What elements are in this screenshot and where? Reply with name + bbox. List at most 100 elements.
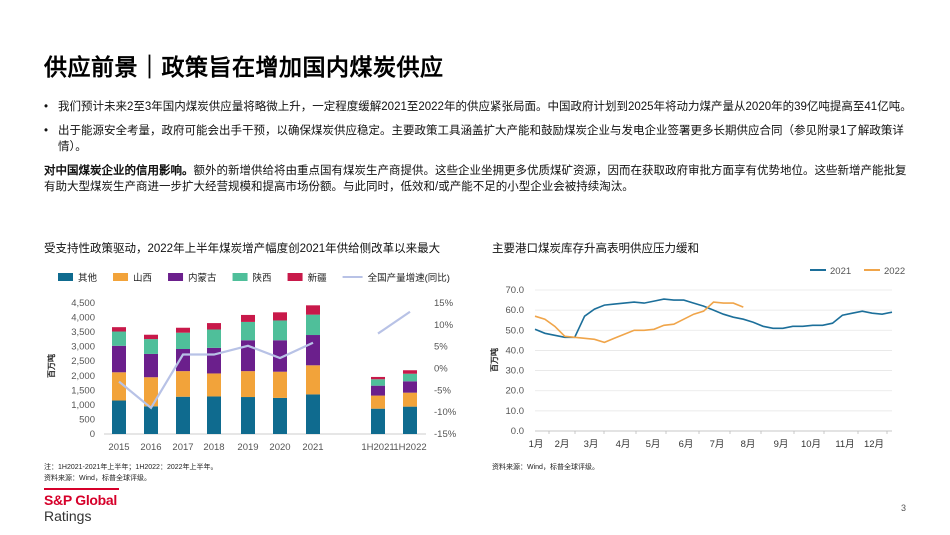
- x-tick-label: 1H2021: [361, 442, 394, 453]
- legend-swatch-1: [113, 273, 129, 281]
- y-tick-label: 2,500: [71, 356, 95, 367]
- bar-segment: [273, 340, 287, 372]
- bar-segment: [273, 371, 287, 398]
- y-tick-label: 0: [90, 429, 95, 440]
- right-chart-title: 主要港口煤炭库存升高表明供应压力缓和: [492, 243, 699, 255]
- legend-label-2: 内蒙古: [188, 272, 217, 284]
- bar-segment: [207, 347, 221, 374]
- bar-segment: [403, 406, 417, 434]
- bar-segment: [176, 371, 190, 397]
- bar-segment: [144, 334, 158, 340]
- port-inventory-chart: 2021 2022 70.0 60.0 50.0 40.0 30.0 20.0 10.0 0.0 百…: [489, 266, 905, 450]
- coal-output-chart: 其他 山西 内蒙古 陕西 新疆 全国产量增速(同比) 4,500 4,000 3,500 3,00…: [46, 272, 457, 453]
- y-right-tick-label: -5%: [434, 385, 451, 396]
- left-chart-note: 注：1H2021-2021年上半年；1H2022：2022年上半年。 资料来源：…: [44, 462, 218, 484]
- y-tick-label: 3,500: [71, 327, 95, 338]
- x-tick-label: 2020: [269, 442, 290, 453]
- bar-segment: [112, 372, 126, 401]
- bar-segment: [207, 373, 221, 397]
- bar-segment: [273, 320, 287, 341]
- y-tick-label: 1,500: [71, 385, 95, 396]
- y-tick-label: 4,000: [71, 313, 95, 324]
- logo-subtitle: Ratings: [44, 508, 92, 524]
- y-tick-label: 30.0: [506, 366, 525, 377]
- bar-segment: [207, 396, 221, 434]
- bar-segment: [241, 314, 255, 322]
- y-tick-label: 0.0: [511, 426, 524, 437]
- x-tick-label: 2019: [237, 442, 258, 453]
- y-tick-label: 2,000: [71, 371, 95, 382]
- y-right-tick-label: 5%: [434, 342, 448, 353]
- x-tick-label: 3月: [584, 439, 599, 450]
- x-tick-label: 1H2022: [393, 442, 426, 453]
- x-tick-label: 2018: [203, 442, 224, 453]
- x-tick-label: 5月: [646, 439, 661, 450]
- x-tick-label: 2021: [302, 442, 323, 453]
- x-tick-label: 10月: [801, 439, 821, 450]
- bar-segment: [144, 353, 158, 378]
- bullet-supply-outlook: 我们预计未来2至3年国内煤炭供应量将略微上升，一定程度缓解2021至2022年的…: [44, 99, 912, 115]
- legend-swatch-4: [287, 273, 303, 281]
- y-tick-label: 4,500: [71, 298, 95, 309]
- x-tick-label: 4月: [616, 439, 631, 450]
- legend-label-2022: 2022: [884, 266, 905, 277]
- bar-segment: [371, 395, 385, 409]
- x-tick-label: 1月: [529, 439, 544, 450]
- y-right-tick-label: -15%: [434, 429, 457, 440]
- bar-segment: [144, 339, 158, 354]
- x-tick-label: 6月: [679, 439, 694, 450]
- bar-segment: [403, 373, 417, 382]
- legend-label-3: 陕西: [253, 272, 272, 284]
- bar-segment: [273, 312, 287, 321]
- y-tick-label: 20.0: [506, 386, 525, 397]
- bar-segment: [144, 377, 158, 407]
- legend-swatch-3: [232, 273, 248, 281]
- y-right-tick-label: 15%: [434, 298, 454, 309]
- page-title: 供应前景｜政策旨在增加国内煤炭供应: [44, 54, 444, 80]
- x-tick-label: 11月: [835, 439, 854, 450]
- bar-segment: [112, 327, 126, 332]
- bar-segment: [241, 371, 255, 398]
- bar-segment: [112, 345, 126, 373]
- bar-segment: [371, 376, 385, 380]
- page-number: 3: [900, 503, 906, 513]
- x-tick-label: 2月: [555, 439, 570, 450]
- y-tick-label: 500: [79, 414, 95, 425]
- bar-segment: [371, 379, 385, 386]
- logo-wordmark: S&P Global: [44, 492, 117, 508]
- left-note-line-1: 注：1H2021-2021年上半年；1H2022：2022年上半年。: [44, 464, 218, 471]
- right-source-line: 资料来源：Wind，标普全球评级。: [492, 464, 599, 471]
- y-axis-title: 百万吨: [46, 354, 56, 378]
- bar-segment: [306, 365, 320, 395]
- legend-swatch-2: [168, 273, 184, 281]
- legend-label-2021: 2021: [830, 266, 851, 277]
- bar-segment: [371, 385, 385, 396]
- left-source-line: 资料来源：Wind，标普全球评级。: [44, 475, 151, 482]
- y-tick-label: 40.0: [506, 345, 525, 356]
- growth-line-halfyear: [377, 310, 411, 335]
- x-tick-label: 8月: [741, 439, 756, 450]
- bar-segment: [112, 400, 126, 434]
- bar-segment: [306, 314, 320, 336]
- legend-label-growth: 全国产量增速(同比): [368, 272, 450, 284]
- bar-segment: [176, 348, 190, 372]
- bar-segment: [241, 397, 255, 434]
- growth-line-annual: [118, 341, 314, 410]
- bar-segment: [176, 327, 190, 333]
- legend-swatch-0: [58, 273, 73, 281]
- x-tick-label: 7月: [710, 439, 725, 450]
- bar-segment: [403, 370, 417, 374]
- x-tick-label: 2015: [108, 442, 129, 453]
- summary-text: 我们预计未来2至3年国内煤炭供应量将略微上升，一定程度缓解2021至2022年的…: [44, 99, 912, 195]
- bar-segment: [306, 305, 320, 315]
- y-tick-label: 50.0: [506, 325, 525, 336]
- series-line-2022: [534, 301, 744, 344]
- x-tick-label: 2017: [172, 442, 193, 453]
- bar-segment: [403, 392, 417, 407]
- bar-segment: [306, 394, 320, 434]
- sp-global-logo: S&P Global Ratings: [44, 488, 154, 524]
- x-tick-label: 9月: [774, 439, 789, 450]
- bar-segment: [207, 329, 221, 348]
- bar-segment: [306, 335, 320, 366]
- bar-segment: [273, 397, 287, 434]
